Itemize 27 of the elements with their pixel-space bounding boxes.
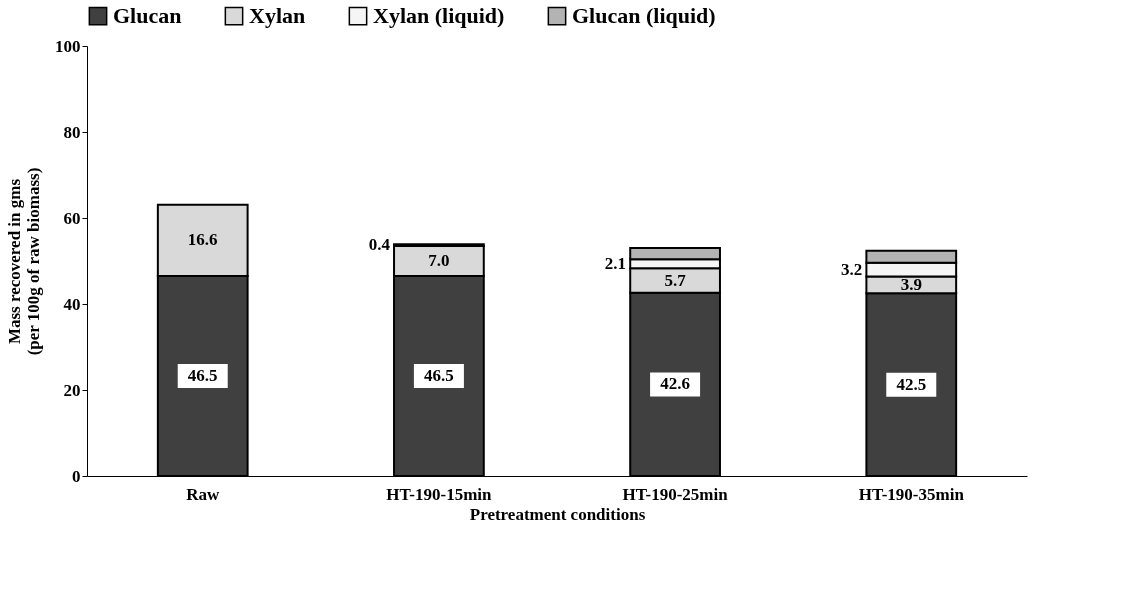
y-tick-label: 100 — [55, 36, 81, 56]
y-tick-label: 40 — [63, 294, 81, 314]
data-label: 46.5 — [424, 366, 454, 386]
y-tick-label: 80 — [63, 122, 81, 142]
x-tick-label: HT-190-35min — [858, 484, 965, 504]
data-label: 3.9 — [900, 274, 922, 294]
y-tick-label: 20 — [63, 380, 81, 400]
legend-label: Xylan (liquid) — [373, 3, 505, 29]
x-axis-title: Pretreatment conditions — [469, 504, 646, 524]
x-tick-label: HT-190-25min — [622, 484, 729, 504]
data-label: 2.1 — [604, 253, 627, 273]
data-label: 7.0 — [428, 251, 450, 270]
data-label: 42.6 — [660, 374, 690, 394]
y-tick-label: 0 — [72, 466, 81, 486]
data-label: 16.6 — [187, 230, 218, 250]
legend-label: Glucan — [113, 3, 182, 29]
y-axis-title: Mass recovered in gms (per 100g of raw biomass) — [5, 167, 43, 356]
data-label: 0.4 — [368, 235, 391, 255]
data-label: 46.5 — [187, 366, 218, 386]
legend-label: Xylan — [249, 3, 306, 29]
legend-label: Glucan (liquid) — [572, 3, 716, 29]
data-label: 5.7 — [664, 270, 687, 290]
x-tick-label: Raw — [186, 484, 220, 504]
data-label: 3.2 — [841, 259, 863, 279]
x-tick-label: HT-190-15min — [386, 484, 493, 504]
y-tick-label: 60 — [63, 208, 81, 228]
data-label: 42.5 — [896, 374, 927, 394]
